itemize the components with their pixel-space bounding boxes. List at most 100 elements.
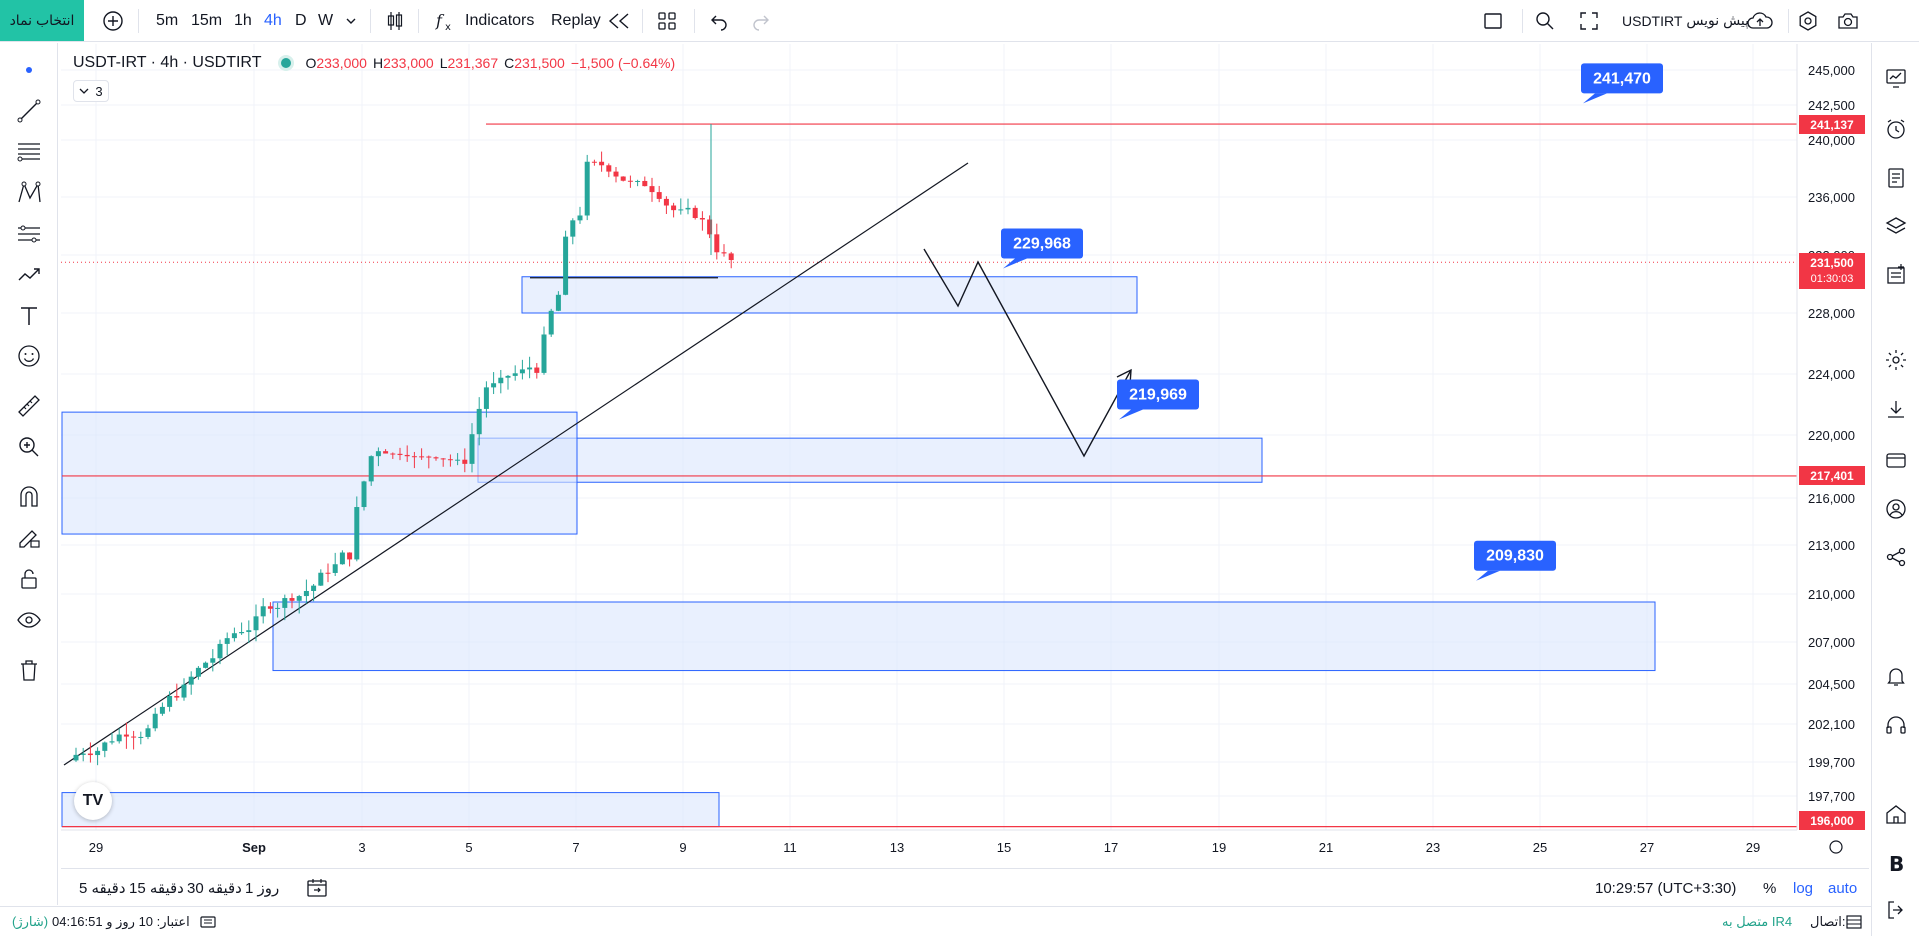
dot-cursor-icon[interactable]	[14, 55, 44, 85]
list-add-icon[interactable]	[1881, 259, 1911, 289]
trend-line-icon[interactable]	[14, 96, 44, 126]
low-label: L	[439, 55, 448, 71]
fib-retracement-icon[interactable]	[14, 137, 44, 167]
cloud-upload-icon[interactable]	[1746, 0, 1774, 41]
headset-icon[interactable]	[1881, 710, 1911, 740]
candle-body	[282, 598, 288, 608]
callout-box	[1001, 228, 1083, 259]
date-range-icon[interactable]	[305, 869, 329, 907]
pattern-icon[interactable]	[14, 178, 44, 208]
candle-body	[195, 667, 201, 677]
indicators-button[interactable]: Indicators	[465, 11, 535, 29]
notes-icon[interactable]	[1881, 163, 1911, 193]
time-axis-tick: 5	[465, 840, 472, 855]
auto-toggle[interactable]: auto	[1828, 879, 1858, 897]
candle-body	[476, 408, 482, 435]
home-icon[interactable]	[1881, 799, 1911, 829]
alarm-icon[interactable]	[1881, 114, 1911, 144]
projection-path	[923, 248, 1132, 458]
candle-body	[210, 658, 216, 663]
exit-icon[interactable]	[1881, 895, 1911, 925]
range-15m[interactable]: 15 دقیقه	[129, 880, 184, 897]
range-1d[interactable]: 1 روز	[245, 880, 280, 897]
chart-pane[interactable]: 241,470 229,968 219,969 209,830 245,000 242,5…	[61, 44, 1869, 896]
text-icon[interactable]	[14, 301, 44, 331]
tradingview-logo-icon[interactable]: TV	[74, 782, 112, 820]
trade-draft-label[interactable]: USDTIRT پیش نویس	[1622, 0, 1749, 41]
replay-button[interactable]: Replay	[551, 11, 601, 29]
candle-body	[145, 728, 151, 737]
candle-type-icon[interactable]	[384, 0, 406, 41]
price-axis-tick: 213,000	[1808, 538, 1855, 553]
layout-grid-icon[interactable]	[656, 0, 678, 41]
price-axis-tick: 236,000	[1808, 190, 1855, 205]
pencil-lock-icon[interactable]	[14, 523, 44, 553]
magnet-icon[interactable]	[14, 482, 44, 512]
chart-legend: USDT-IRT · 4h · USDTIRT O 233,000 H 233,00…	[73, 54, 681, 72]
svg-text:f: f	[435, 11, 445, 30]
candle-body	[491, 383, 497, 388]
add-symbol-icon[interactable]	[102, 0, 124, 41]
symbol-search-button[interactable]: انتخاب نماد	[0, 0, 84, 41]
timeframe-w[interactable]: W	[318, 11, 334, 29]
list-icon[interactable]	[1846, 907, 1862, 936]
svg-text:x: x	[445, 22, 451, 32]
timeframe-4h[interactable]: 4h	[264, 11, 282, 29]
zoom-in-icon[interactable]	[14, 432, 44, 462]
bold-b-icon[interactable]: B	[1881, 848, 1911, 878]
ruler-icon[interactable]	[14, 391, 44, 421]
card-icon[interactable]	[1881, 445, 1911, 475]
charge-link[interactable]: (شارژ)	[12, 914, 49, 929]
low-value: 231,367	[447, 55, 499, 71]
lock-icon[interactable]	[14, 564, 44, 594]
indicators-collapse-button[interactable]: 3	[73, 80, 109, 102]
camera-icon[interactable]	[1836, 0, 1860, 41]
emoji-icon[interactable]	[14, 341, 44, 371]
candle-body	[527, 367, 533, 370]
expand-icon[interactable]	[1578, 0, 1600, 41]
log-toggle[interactable]: log	[1793, 879, 1814, 897]
bottom-toolbar: 5 دقیقه 15 دقیقه 30 دقیقه 1 روز 10:29:57…	[61, 868, 1869, 906]
timeframe-d[interactable]: D	[295, 11, 307, 29]
replay-icon[interactable]	[606, 0, 632, 41]
candle-body	[174, 695, 180, 698]
user-icon[interactable]	[1881, 494, 1911, 524]
share-icon[interactable]	[1881, 542, 1911, 572]
clock-readout[interactable]: 10:29:57 (UTC+3:30)	[1595, 879, 1737, 897]
close-value: 231,500	[514, 55, 565, 71]
candle-body	[462, 459, 468, 464]
eye-icon[interactable]	[14, 605, 44, 635]
open-label: O	[305, 55, 317, 71]
candle-body	[707, 219, 713, 235]
range-5m[interactable]: 5 دقیقه	[79, 880, 126, 897]
layers-icon[interactable]	[1881, 211, 1911, 241]
prediction-icon[interactable]	[14, 219, 44, 249]
fullscreen-box-icon[interactable]	[1482, 0, 1504, 41]
percent-toggle[interactable]: %	[1763, 879, 1777, 897]
callout-box	[1117, 379, 1199, 410]
redo-icon[interactable]	[750, 0, 772, 41]
settings-icon[interactable]	[1796, 0, 1820, 41]
brush-icon[interactable]	[14, 260, 44, 290]
download-icon[interactable]	[1881, 395, 1911, 425]
undo-icon[interactable]	[708, 0, 730, 41]
bell-icon[interactable]	[1881, 661, 1911, 691]
timeframe-1h[interactable]: 1h	[234, 11, 252, 29]
watchlist-icon[interactable]	[1881, 63, 1911, 93]
candle-body	[253, 616, 259, 631]
candle-body	[591, 161, 597, 163]
wallet-icon	[200, 907, 216, 936]
range-30m[interactable]: 30 دقیقه	[187, 880, 242, 897]
trash-icon[interactable]	[14, 655, 44, 685]
gear-icon[interactable]	[1881, 345, 1911, 375]
candle-body	[116, 734, 122, 742]
quick-search-icon[interactable]	[1534, 0, 1556, 41]
price-axis-tick: 240,000	[1808, 133, 1855, 148]
chevron-down-icon[interactable]	[345, 0, 357, 41]
timeframe-15m[interactable]: 15m	[191, 11, 223, 29]
candle-body	[620, 176, 626, 181]
timeframe-5m[interactable]: 5m	[156, 11, 179, 29]
time-axis-tick: 3	[358, 840, 365, 855]
candlestick-chart[interactable]: 241,470 229,968 219,969 209,830 245,000 242,5…	[61, 44, 1869, 896]
